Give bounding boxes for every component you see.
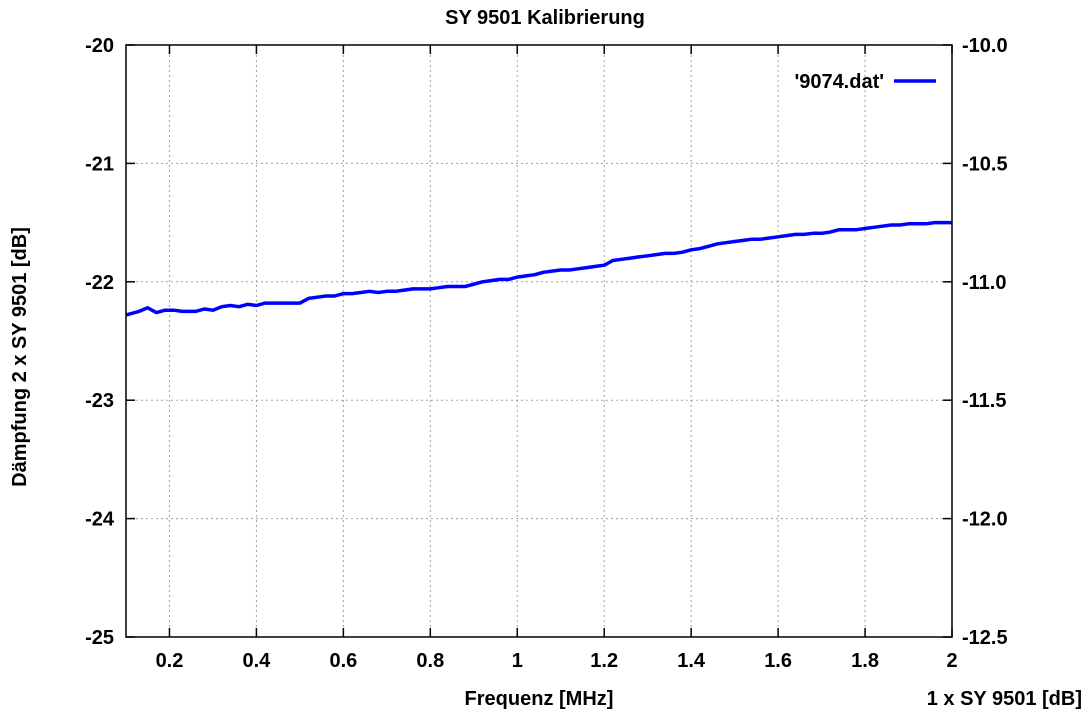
x-tick-label: 0.4 xyxy=(243,650,272,672)
tick-labels: 0.2 0.4 0.6 0.8 1 1.2 1.4 1.6 1.8 2 -20 -21 -22 -23 -2… xyxy=(85,35,1008,672)
x-axis-label: Frequenz [MHz] xyxy=(465,688,614,710)
y2-tick-label: -11.5 xyxy=(962,390,1006,412)
legend: '9074.dat' xyxy=(794,71,936,93)
y-axis-label: Dämpfung 2 x SY 9501 [dB] xyxy=(9,227,31,487)
y-tick-label: -25 xyxy=(85,627,114,649)
x-tick-label: 1 xyxy=(512,650,523,672)
y2-tick-label: -12.0 xyxy=(962,509,1008,531)
y2-tick-label: -10.5 xyxy=(962,153,1008,175)
y2-tick-label: -12.5 xyxy=(962,627,1008,649)
x-tick-label: 0.6 xyxy=(329,650,357,672)
series-layer xyxy=(125,220,952,317)
y-tick-label: -22 xyxy=(85,272,114,294)
x-tick-label: 1.4 xyxy=(677,650,706,672)
y2-tick-label: -10.0 xyxy=(962,35,1008,57)
x-tick-label: 1.8 xyxy=(851,650,879,672)
x-tick-label: 2 xyxy=(946,650,957,672)
y-tick-label: -24 xyxy=(85,509,115,531)
y-tick-label: -20 xyxy=(85,35,114,57)
x-tick-label: 1.2 xyxy=(590,650,618,672)
x-tick-label: 1.6 xyxy=(764,650,792,672)
x-tick-label: 0.2 xyxy=(156,650,184,672)
y2-tick-label: -11.0 xyxy=(962,272,1006,294)
plot-frame xyxy=(125,44,953,638)
x-tick-label: 0.8 xyxy=(416,650,444,672)
series-line xyxy=(125,220,952,317)
y2-axis-label: 1 x SY 9501 [dB] xyxy=(927,688,1082,710)
grid xyxy=(126,45,952,637)
ticks xyxy=(126,44,953,638)
y-tick-label: -23 xyxy=(85,390,114,412)
y-tick-label: -21 xyxy=(85,153,114,175)
legend-label: '9074.dat' xyxy=(794,71,884,93)
chart-title: SY 9501 Kalibrierung xyxy=(445,7,645,29)
